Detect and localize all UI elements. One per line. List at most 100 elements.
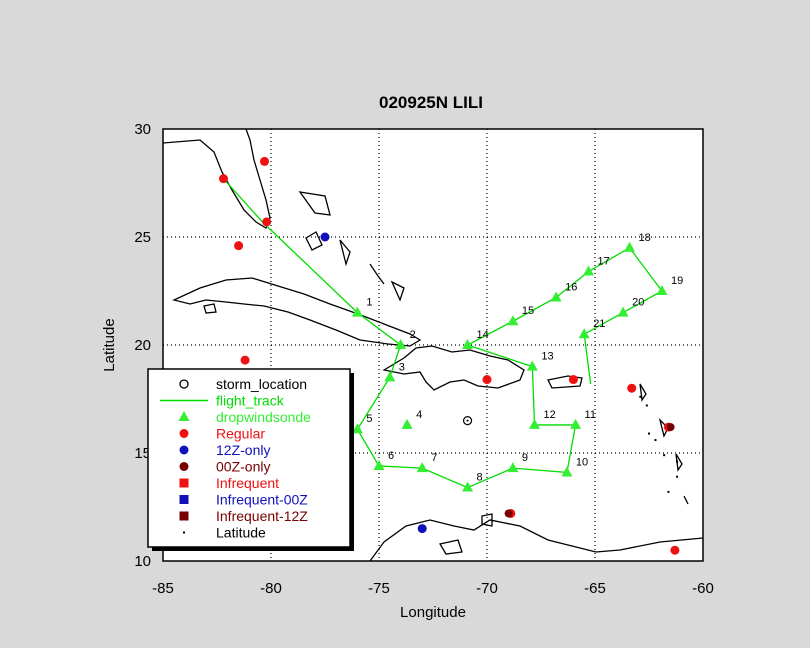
dropwindsonde-label: 20 <box>632 297 644 309</box>
dropwindsonde-label: 4 <box>416 409 422 421</box>
dropwindsonde-label: 13 <box>541 351 553 363</box>
y-tick-label: 30 <box>134 121 151 138</box>
regular-station-marker <box>262 217 272 227</box>
latitude-dot <box>676 475 679 478</box>
dropwindsonde-marker <box>384 371 396 382</box>
regular-station-marker <box>260 156 270 166</box>
dropwindsonde-marker <box>462 481 474 492</box>
legend-symbol <box>178 411 190 421</box>
y-tick-labels: 10 15 20 25 30 <box>134 121 151 570</box>
dropwindsonde-label: 16 <box>565 281 577 293</box>
dropwindsonde-label: 8 <box>477 472 483 484</box>
dropwindsonde-marker <box>401 418 413 429</box>
dropwindsonde-label: 10 <box>576 456 588 468</box>
dropwindsonde-marker <box>656 285 668 295</box>
legend-symbol <box>179 445 189 455</box>
x-axis-label: Longitude <box>400 604 466 621</box>
x-tick-label: -80 <box>260 580 282 597</box>
latitude-dot <box>676 460 679 463</box>
dropwindsonde-label: 1 <box>366 297 372 309</box>
legend-symbol <box>179 379 189 389</box>
dropwindsonde-label: 3 <box>399 361 405 373</box>
y-tick-label: 20 <box>134 337 151 354</box>
dropwindsonde-label: 18 <box>639 232 651 244</box>
dropwindsonde-marker <box>550 291 562 302</box>
x-tick-label: -60 <box>692 580 714 597</box>
dropwindsonde-label: 15 <box>522 305 534 317</box>
y-tick-label: 25 <box>134 229 151 246</box>
zero-z-only-marker <box>504 509 513 518</box>
storm-location-marker <box>462 416 473 426</box>
dropwindsonde-label: 17 <box>598 256 610 268</box>
dropwindsonde-marker <box>561 466 573 477</box>
latitude-dot <box>645 404 648 407</box>
regular-station-marker <box>568 375 578 385</box>
legend-label: Infrequent-00Z <box>216 492 308 508</box>
chart-title: 020925N LILI <box>379 93 483 112</box>
latitude-dot <box>654 439 657 442</box>
dropwindsonde-label: 19 <box>671 275 683 287</box>
regular-station-marker <box>234 241 244 251</box>
latitude-dot <box>639 395 642 398</box>
regular-station-marker <box>240 355 250 365</box>
dropwindsonde-label: 2 <box>410 329 416 341</box>
x-tick-label: -75 <box>368 580 390 597</box>
dropwindsonde-label: 9 <box>522 452 528 464</box>
legend-label: 12Z-only <box>216 442 270 458</box>
dropwindsonde-marker <box>570 418 582 429</box>
legend-label: Latitude <box>216 525 266 541</box>
legend-label: Infrequent-12Z <box>216 508 308 524</box>
latitude-dot <box>648 432 650 435</box>
dropwindsonde-label: 12 <box>544 409 556 421</box>
latitude-dot <box>667 490 670 493</box>
dropwindsonde-marker <box>578 328 590 339</box>
dropwindsonde-marker <box>529 418 541 429</box>
legend-label: Infrequent <box>216 475 279 491</box>
latitude-dot <box>663 454 666 457</box>
y-tick-label: 15 <box>134 445 151 462</box>
legend-symbol <box>179 429 189 438</box>
dropwindsonde-label: 7 <box>431 452 437 464</box>
legend-symbol <box>179 511 189 521</box>
x-tick-label: -65 <box>584 580 606 597</box>
legend: storm_locationflight_trackdropwindsondeR… <box>147 368 354 551</box>
dropwindsonde-label: 11 <box>585 409 596 421</box>
x-tick-label: -70 <box>476 580 498 597</box>
x-tick-label: -85 <box>152 580 174 597</box>
dropwindsonde-label: 14 <box>477 329 489 341</box>
dropwindsonde-marker <box>526 360 538 371</box>
dropwindsonde-label: 5 <box>366 413 372 425</box>
y-tick-label: 10 <box>134 553 151 570</box>
y-axis-label: Latitude <box>101 318 118 371</box>
legend-label: 00Z-only <box>216 459 270 475</box>
zero-z-only-marker <box>666 423 675 432</box>
dropwindsonde-marker <box>395 339 407 349</box>
dropwindsonde-marker <box>617 306 629 317</box>
twelve-z-only-marker <box>417 524 427 534</box>
x-tick-labels: -85 -80 -75 -70 -65 -60 <box>152 580 714 597</box>
twelve-z-only-marker <box>320 232 330 242</box>
dropwindsonde-marker <box>462 339 474 349</box>
dropwindsonde-marker <box>351 306 363 317</box>
legend-label: flight_track <box>216 393 285 409</box>
dropwindsonde-marker <box>351 423 363 434</box>
legend-symbol <box>179 495 189 504</box>
legend-label: dropwindsonde <box>216 409 311 425</box>
regular-station-marker <box>627 383 637 393</box>
legend-label: Regular <box>216 426 265 442</box>
dropwindsonde-label: 6 <box>388 450 394 462</box>
dropwindsonde-marker <box>416 462 428 473</box>
infrequent-station-marker <box>670 545 680 555</box>
dropwindsonde-marker <box>507 315 519 326</box>
legend-label: storm_location <box>216 376 307 392</box>
dropwindsonde-marker <box>583 265 595 276</box>
regular-station-marker <box>218 174 228 184</box>
regular-station-marker <box>482 375 492 385</box>
dropwindsonde-marker <box>507 462 519 473</box>
legend-symbol <box>179 462 189 471</box>
dropwindsonde-marker <box>373 459 385 470</box>
legend-symbol <box>183 531 185 534</box>
legend-symbol <box>179 478 189 488</box>
